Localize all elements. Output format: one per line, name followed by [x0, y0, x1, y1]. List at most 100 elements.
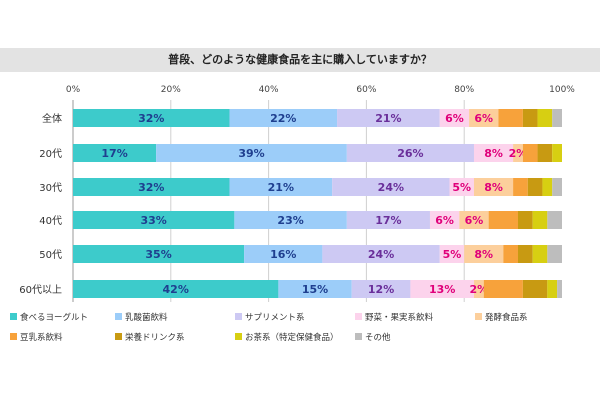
bar-segment: [532, 245, 548, 263]
bar-segment: [537, 109, 553, 127]
data-label: 6%: [465, 214, 484, 227]
data-label: 33%: [141, 214, 167, 227]
data-label: 24%: [368, 248, 394, 261]
bar-segment: [513, 178, 528, 196]
bar-segment: [351, 280, 411, 298]
data-label: 17%: [101, 147, 127, 160]
category-label: 20代: [39, 148, 62, 160]
bar-segment: [522, 109, 538, 127]
bar-segment: [469, 109, 499, 127]
legend-swatch: [115, 313, 122, 320]
legend-entry: 食べるヨーグルト: [20, 312, 88, 323]
legend-swatch: [10, 333, 17, 340]
data-label: 6%: [474, 112, 493, 125]
category-label: 30代: [39, 182, 62, 194]
data-label: 2%: [509, 147, 528, 160]
bar-segment: [156, 144, 347, 162]
data-label: 16%: [270, 248, 296, 261]
bar-segment: [439, 109, 470, 127]
data-label: 17%: [375, 214, 401, 227]
data-label: 5%: [443, 248, 462, 261]
data-label: 8%: [484, 181, 503, 194]
bar-segment: [332, 178, 450, 196]
legend-entry: その他: [365, 332, 391, 343]
x-tick-label: 20%: [161, 85, 181, 95]
data-label: 42%: [163, 283, 189, 296]
bar-segment: [513, 144, 523, 162]
x-tick-label: 0%: [66, 85, 81, 95]
bar-segment: [473, 144, 514, 162]
data-label: 21%: [375, 112, 401, 125]
data-label: 21%: [268, 181, 294, 194]
bar-segment: [459, 211, 489, 229]
data-label: 6%: [445, 112, 464, 125]
legend-entry: 野菜・果実系飲料: [365, 312, 434, 323]
bar-segment: [410, 280, 474, 298]
legend-entry: 栄養ドリンク系: [125, 332, 185, 343]
data-label: 23%: [277, 214, 303, 227]
bar-segment: [73, 280, 279, 298]
x-tick-label: 40%: [259, 85, 279, 95]
bar-segment: [552, 109, 562, 127]
category-label: 60代以上: [19, 284, 62, 296]
x-tick-label: 100%: [549, 85, 575, 95]
bar-segment: [547, 280, 558, 298]
bar-segment: [322, 245, 440, 263]
bar-segment: [73, 211, 235, 229]
data-label: 8%: [484, 147, 503, 160]
bar-segment: [244, 245, 323, 263]
legend-swatch: [355, 313, 362, 320]
legend-swatch: [355, 333, 362, 340]
legend-swatch: [235, 333, 242, 340]
bar-segment: [522, 144, 538, 162]
bar-segment: [532, 211, 548, 229]
title-bar: [0, 48, 600, 72]
legend-swatch: [115, 333, 122, 340]
bar-segment: [429, 211, 460, 229]
bar-segment: [498, 109, 523, 127]
data-label: 32%: [138, 112, 164, 125]
data-label: 5%: [452, 181, 471, 194]
bar-segment: [449, 178, 474, 196]
category-label: 全体: [42, 112, 62, 125]
data-label: 8%: [474, 248, 493, 261]
bar-segment: [346, 144, 474, 162]
data-label: 35%: [145, 248, 171, 261]
legend-swatch: [475, 313, 482, 320]
x-tick-label: 80%: [454, 85, 474, 95]
bar-segment: [229, 178, 333, 196]
bar-segment: [483, 280, 523, 298]
data-label: 22%: [270, 112, 296, 125]
legend-entry: 豆乳系飲料: [20, 332, 63, 343]
data-label: 32%: [138, 181, 164, 194]
bar-segment: [73, 109, 230, 127]
data-label: 6%: [435, 214, 454, 227]
bar-segment: [234, 211, 347, 229]
data-label: 13%: [429, 283, 455, 296]
bar-segment: [517, 245, 533, 263]
bar-segment: [522, 280, 548, 298]
legend-swatch: [235, 313, 242, 320]
bar-segment: [346, 211, 430, 229]
legend-entry: サプリメント系: [245, 312, 305, 323]
data-label: 2%: [470, 283, 489, 296]
bar-segment: [278, 280, 352, 298]
bar-segment: [473, 280, 484, 298]
category-label: 40代: [39, 215, 62, 227]
bar-segment: [547, 245, 562, 263]
bar-segment: [552, 178, 562, 196]
bar-segment: [557, 280, 562, 298]
bar-segment: [73, 245, 245, 263]
x-tick-label: 60%: [356, 85, 376, 95]
bar-segment: [527, 178, 543, 196]
bar-segment: [73, 178, 230, 196]
legend-entry: 発酵食品系: [485, 312, 528, 323]
bar-segment: [547, 211, 562, 229]
data-label: 26%: [397, 147, 423, 160]
bar-segment: [503, 245, 518, 263]
bar-segment: [73, 144, 157, 162]
data-label: 39%: [238, 147, 264, 160]
bar-segment: [464, 245, 504, 263]
